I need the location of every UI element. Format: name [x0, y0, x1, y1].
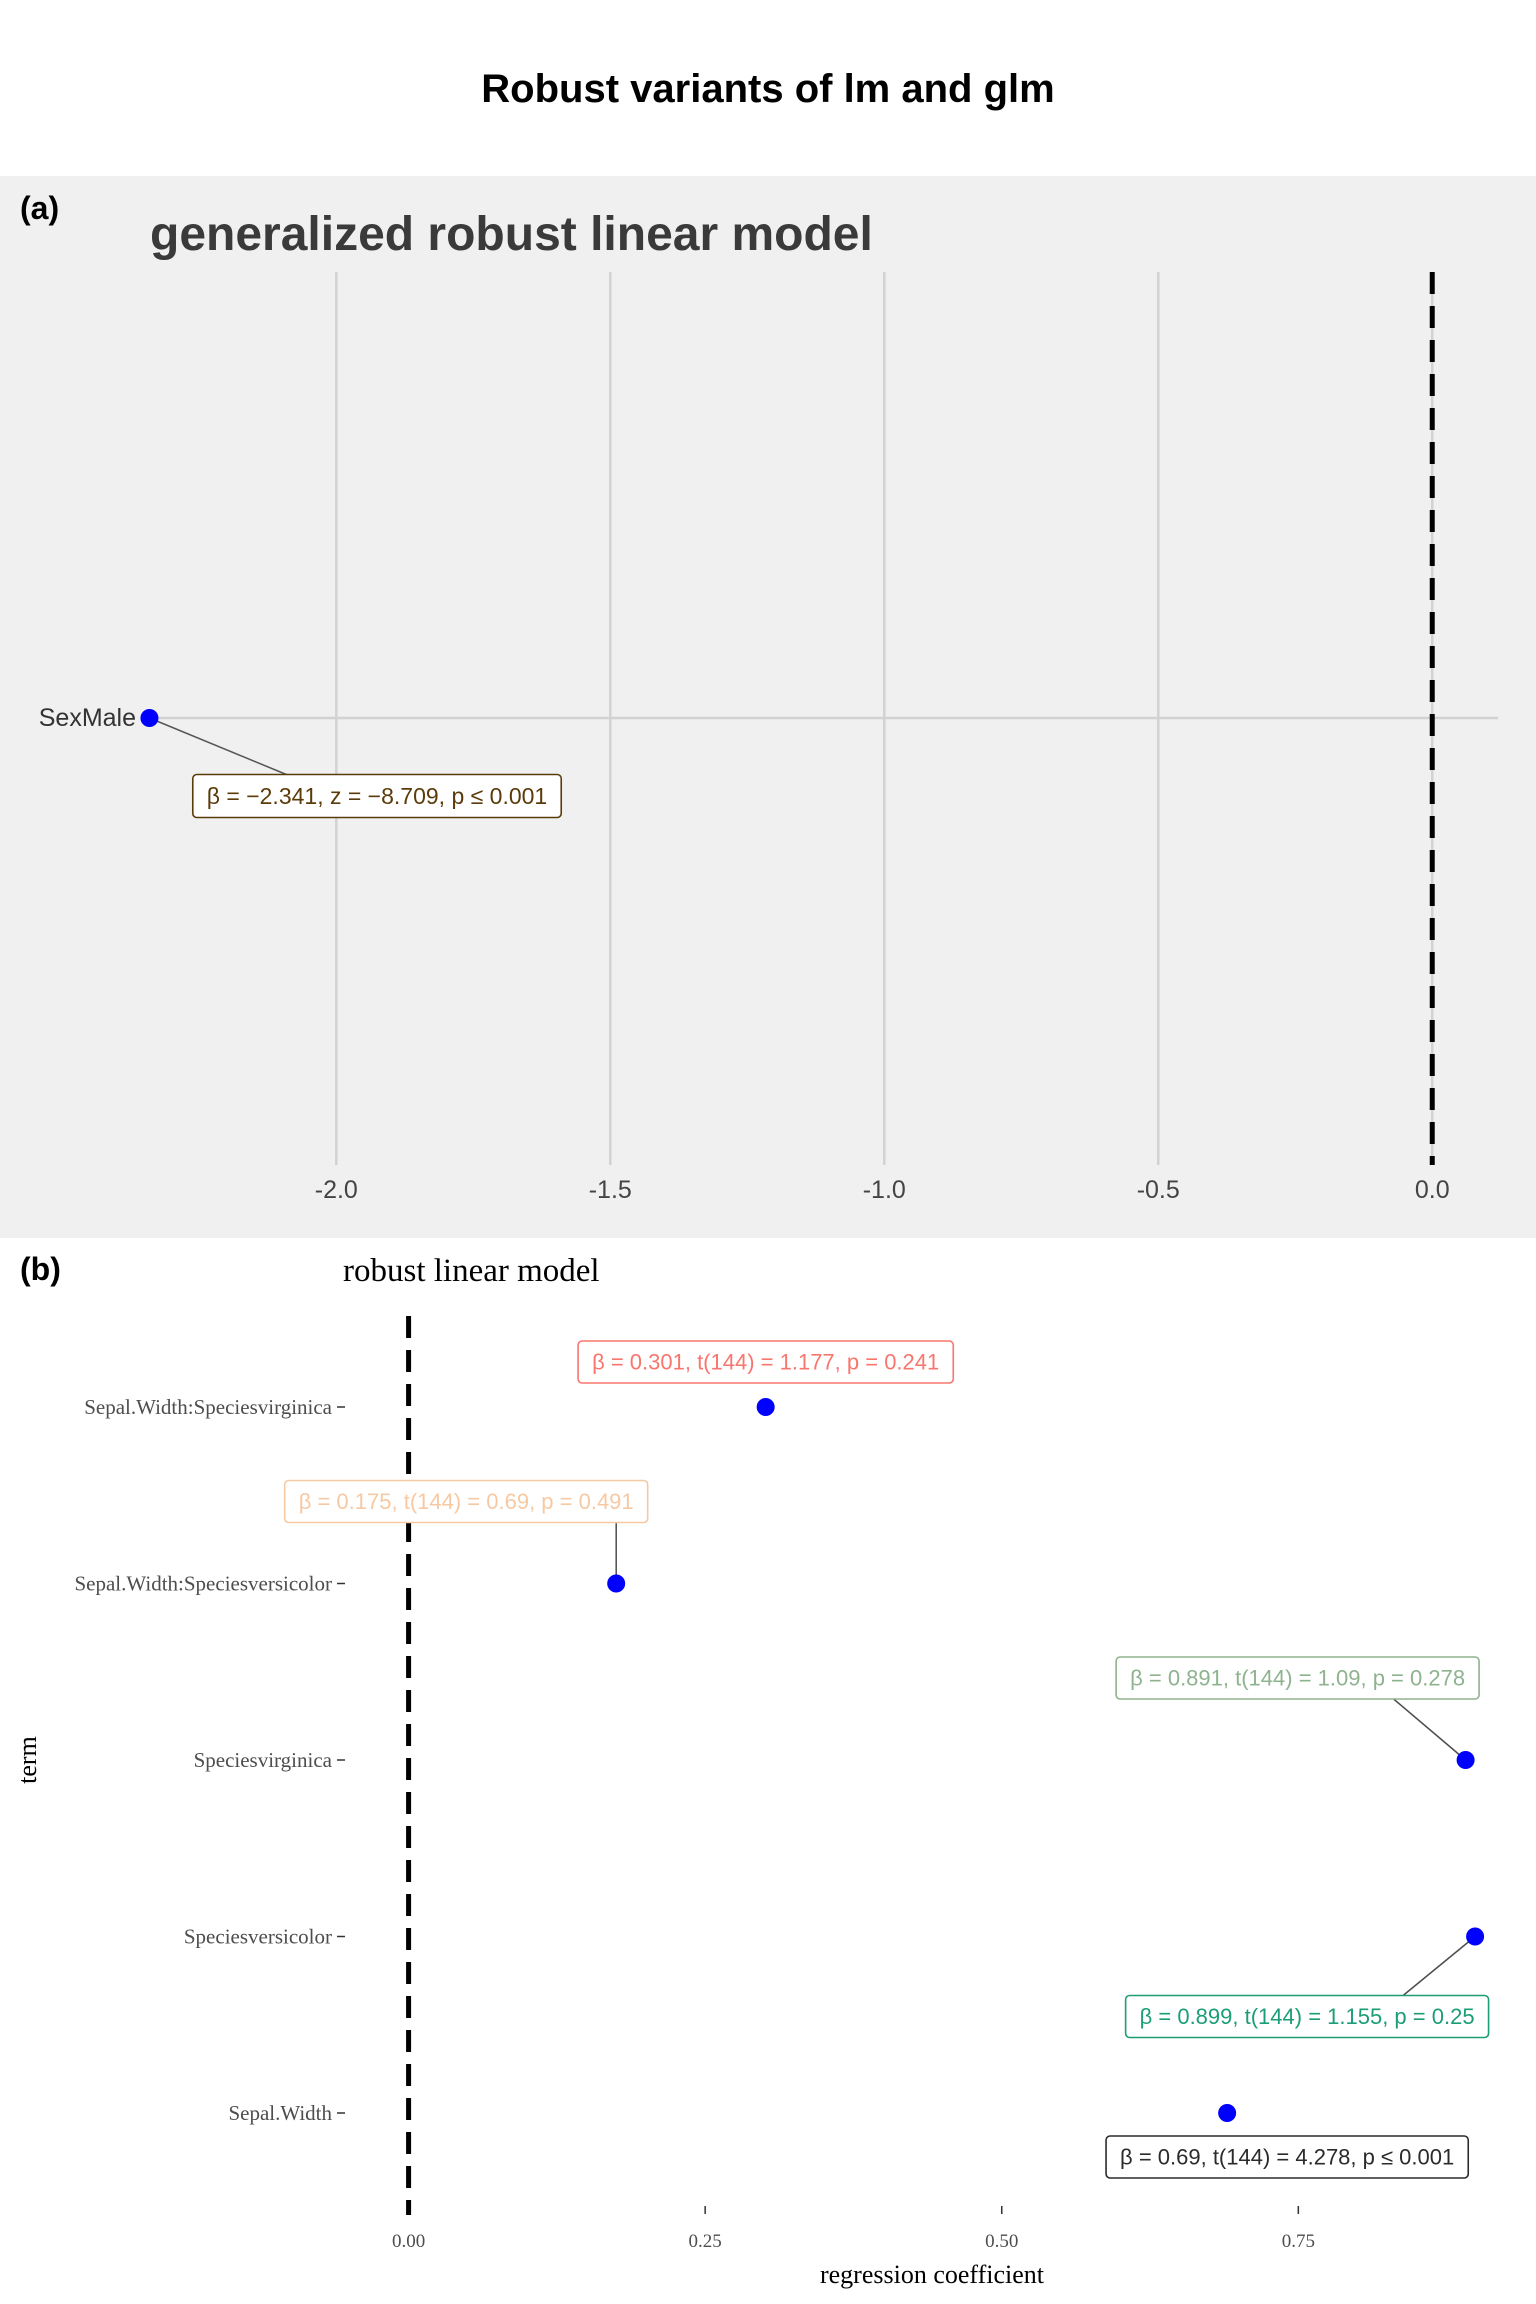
- panel-b-title: robust linear model: [343, 1253, 600, 1289]
- x-tick-label: 0.0: [1415, 1176, 1450, 1204]
- panel-a-tag: (a): [20, 190, 59, 226]
- data-point: [1456, 1751, 1475, 1769]
- label-box: [577, 1340, 955, 1384]
- point-label: β = 0.899, t(144) = 1.155, p = 0.25: [1124, 1994, 1490, 2039]
- panel-a-title: generalized robust linear model: [150, 208, 873, 261]
- x-tick-label: 0.50: [985, 2231, 1018, 2252]
- panel-a-term-labels: SexMale: [39, 704, 136, 732]
- x-tick-label: 0.75: [1282, 2231, 1315, 2252]
- label-box: [191, 773, 563, 819]
- point-label: β = 0.301, t(144) = 1.177, p = 0.241: [577, 1340, 955, 1384]
- label-leader: [149, 717, 291, 777]
- panel-a-points: β = −2.341, z = −8.709, p ≤ 0.001: [140, 709, 563, 819]
- x-tick-label: 0.25: [689, 2231, 722, 2252]
- term-label: Speciesvirginica: [194, 1748, 333, 1772]
- panel-b-x-axis-label: regression coefficient: [820, 2260, 1045, 2289]
- point-label: β = 0.175, t(144) = 0.69, p = 0.491: [283, 1479, 649, 1524]
- x-tick-label: -2.0: [315, 1176, 358, 1204]
- term-label: Speciesversicolor: [184, 1925, 332, 1949]
- data-point: [607, 1574, 626, 1593]
- panel-b: (b) robust linear model 0.00 0.25 0.50 0.75…: [13, 1251, 1490, 2289]
- x-tick-label: -1.5: [589, 1176, 632, 1204]
- label-box: [1105, 2135, 1470, 2179]
- panel-a-background: [0, 176, 1536, 1238]
- term-label: Sepal.Width:Speciesvirginica: [84, 1395, 332, 1419]
- panel-b-term-labels: Sepal.Width:Speciesvirginica Sepal.Width:…: [74, 1395, 345, 2125]
- panel-a-x-tick-labels: -2.0 -1.5 -1.0 -0.5 0.0: [315, 1176, 1450, 1204]
- figure-title: Robust variants of lm and glm: [481, 67, 1054, 111]
- data-point: [756, 1398, 775, 1416]
- panel-b-points: β = 0.301, t(144) = 1.177, p = 0.241 β = …: [283, 1340, 1490, 2179]
- label-leader: [1402, 1935, 1476, 1997]
- panel-b-x-ticks: 0.00 0.25 0.50 0.75: [392, 2206, 1315, 2252]
- label-text: β = −2.341, z = −8.709, p ≤ 0.001: [207, 783, 547, 809]
- label-text: β = 0.69, t(144) = 4.278, p ≤ 0.001: [1120, 2145, 1454, 2170]
- label-text: β = 0.899, t(144) = 1.155, p = 0.25: [1140, 2004, 1475, 2029]
- term-label: Sepal.Width: [228, 2101, 332, 2125]
- point-label: β = −2.341, z = −8.709, p ≤ 0.001: [191, 773, 563, 819]
- panel-b-tag: (b): [20, 1251, 61, 1287]
- term-label: SexMale: [39, 704, 136, 732]
- label-box: [283, 1479, 649, 1524]
- data-point: [1218, 2104, 1237, 2122]
- x-tick-label: 0.00: [392, 2231, 425, 2252]
- x-tick-label: -1.0: [863, 1176, 906, 1204]
- label-box: [1115, 1656, 1480, 1700]
- point-label: β = 0.891, t(144) = 1.09, p = 0.278: [1115, 1656, 1480, 1700]
- x-tick-label: -0.5: [1137, 1176, 1180, 1204]
- label-text: β = 0.301, t(144) = 1.177, p = 0.241: [592, 1350, 939, 1375]
- label-box: [1124, 1994, 1490, 2039]
- data-point: [1466, 1927, 1485, 1946]
- data-point: [140, 709, 159, 727]
- point-label: β = 0.69, t(144) = 4.278, p ≤ 0.001: [1105, 2135, 1470, 2179]
- label-text: β = 0.175, t(144) = 0.69, p = 0.491: [299, 1489, 634, 1514]
- panel-b-y-axis-label: term: [13, 1736, 42, 1784]
- label-leader: [1393, 1698, 1467, 1761]
- panel-a: (a) generalized robust linear model -2.0…: [0, 176, 1536, 1238]
- term-label: Sepal.Width:Speciesversicolor: [74, 1572, 332, 1596]
- label-text: β = 0.891, t(144) = 1.09, p = 0.278: [1130, 1666, 1465, 1691]
